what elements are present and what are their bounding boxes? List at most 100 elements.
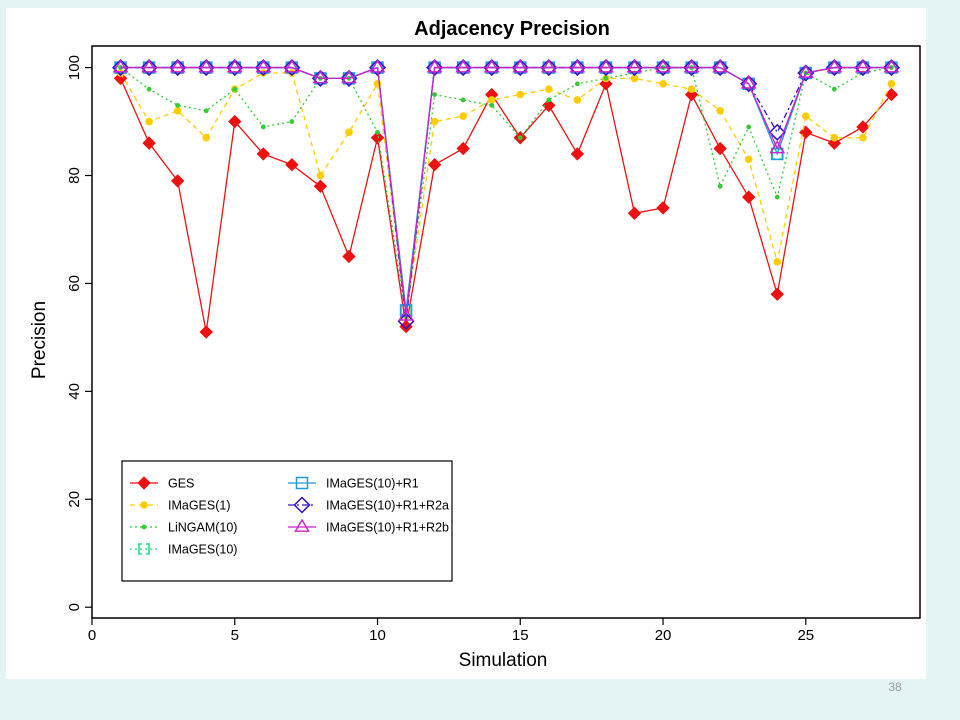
data-point [175,102,181,108]
data-point [460,97,466,103]
data-point [826,59,843,73]
data-point [345,128,353,137]
data-point [283,59,301,77]
data-point [883,59,900,73]
data-point [744,155,753,164]
data-point [375,129,380,135]
legend-item: IMaGES(10)+R1+R2a [288,496,449,514]
data-point [170,174,185,188]
data-point [140,59,158,77]
data-point [141,59,157,73]
y-axis-label: Precision [29,301,50,379]
legend-item: IMaGES(10)+R1+R2b [288,518,449,535]
data-point [254,59,272,77]
data-point [145,117,153,126]
data-point [711,59,729,77]
data-point [312,70,329,84]
data-point [456,141,470,156]
data-point [427,158,442,172]
data-point [111,59,130,77]
data-point [487,96,496,104]
series-0 [113,71,899,339]
data-point [855,59,871,73]
data-point [599,77,613,91]
data-point [426,59,443,73]
data-point [173,106,182,115]
legend-box [121,460,453,582]
data-point [740,75,757,89]
data-point [313,179,328,194]
y-axis: 0 20 40 60 80 100 [66,55,92,611]
legend-swatch-marker [137,476,151,490]
legend-swatch-marker [140,501,148,509]
slide: Adjacency Precision 0 5 10 15 20 25 0 20 40 60 80… [6,8,926,679]
y-tick-label: 0 [66,603,83,611]
data-point [859,133,867,142]
data-point [483,59,501,77]
data-point [712,59,729,73]
data-point [426,59,444,77]
legend-item: IMaGES(10)+R1 [288,477,419,491]
data-point [398,307,414,321]
data-point [489,102,495,108]
data-point [856,120,870,134]
legend-label: IMaGES(10) [168,543,237,557]
data-point [113,71,128,86]
data-point [369,59,386,73]
y-tick-label: 100 [66,55,83,80]
x-tick-label: 20 [655,627,672,644]
series-line [119,72,893,316]
data-point [285,158,299,172]
legend-swatch-marker [141,524,147,530]
legend-item: LiNGAM(10) [130,521,237,535]
data-point [741,190,756,204]
data-point [255,59,272,73]
legend-item: IMaGES(1) [130,499,231,513]
data-point [226,59,243,73]
x-tick-label: 10 [369,627,386,644]
data-point [655,59,671,73]
legend-item: GES [130,476,194,491]
legend-label: IMaGES(10)+R1+R2a [326,499,449,513]
data-point [574,81,580,87]
series-line [120,66,892,311]
slide-number: 38 [888,680,902,694]
data-point [742,77,755,91]
data-point [226,59,244,77]
data-point [768,123,786,141]
chart: Adjacency Precision 0 5 10 15 20 25 0 20 40 60 80… [29,18,921,671]
data-point [882,59,901,77]
series-6 [112,59,900,321]
series-2 [118,65,894,319]
data-point [797,64,815,82]
chart-title: Adjacency Precision [414,18,610,40]
data-point [542,98,556,113]
data-point [459,112,467,120]
data-point [454,59,472,77]
data-point [540,59,558,77]
data-point [341,70,357,84]
data-point [546,97,552,103]
data-point [316,171,325,180]
data-point [516,90,525,99]
data-point [169,59,186,73]
legend-swatch-marker [138,543,150,555]
data-point [397,312,415,330]
data-point [799,66,813,80]
data-point [573,96,582,104]
data-point [830,133,839,142]
data-point [717,183,723,189]
data-point [630,74,639,83]
data-point [568,59,586,77]
marker-part [138,543,150,555]
data-point [512,59,529,73]
data-point [517,135,523,141]
legend-label: IMaGES(10)+R1 [326,477,419,491]
x-tick-label: 15 [512,627,529,644]
data-point [540,59,557,73]
data-point [289,119,295,124]
x-tick-label: 5 [231,627,239,644]
x-axis: 0 5 10 15 20 25 [88,618,814,644]
data-point [659,79,667,88]
data-point [197,59,215,77]
